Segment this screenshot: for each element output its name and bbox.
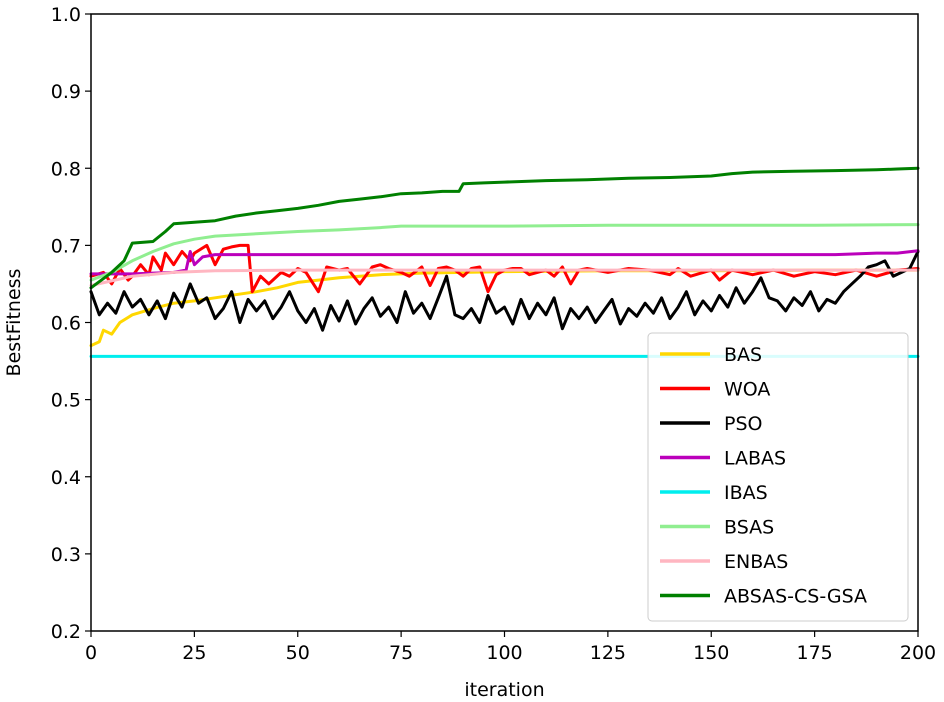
x-tick-label: 100 [486,642,522,664]
y-tick-label: 0.4 [51,467,81,489]
y-tick-label: 0.6 [51,313,81,335]
legend-label: WOA [724,379,770,401]
series-line-absas-cs-gsa [89,166,920,290]
x-tick-label: 75 [389,642,413,664]
legend-box [647,332,909,622]
y-axis-ticks: 0.2 0.3 0.4 0.5 0.6 0.7 0.8 0.9 1.0 [51,4,91,643]
legend-label: BAS [724,344,762,366]
legend-label: BSAS [724,517,774,539]
x-axis-ticks: 0 25 50 75 100 125 150 175 200 [85,631,936,664]
series-line-woa [89,243,920,294]
legend-label: ENBAS [724,551,788,573]
legend: BAS WOA PSO LABAS IBAS BSAS ENBAS ABSAS-CS-GSA [647,332,909,622]
legend-label: ABSAS-CS-GSA [724,586,867,608]
x-tick-label: 0 [85,642,97,664]
legend-label: PSO [724,413,762,435]
x-tick-label: 50 [286,642,310,664]
y-axis-label: BestFitness [3,269,25,377]
y-tick-label: 1.0 [51,4,81,26]
y-tick-label: 0.2 [51,621,81,643]
legend-label: LABAS [724,448,786,470]
y-tick-label: 0.7 [51,235,81,257]
series-line-enbas [89,268,920,287]
legend-label: IBAS [724,482,768,504]
x-tick-label: 200 [900,642,936,664]
plot-lines [89,166,920,358]
y-tick-label: 0.3 [51,544,81,566]
y-tick-label: 0.8 [51,158,81,180]
x-axis-label: iteration [464,679,544,701]
series-line-labas [89,249,920,276]
series-line-bsas [89,223,920,282]
x-tick-label: 150 [693,642,729,664]
x-tick-label: 175 [796,642,832,664]
x-tick-label: 25 [182,642,206,664]
x-tick-label: 125 [590,642,626,664]
series-line-pso [89,250,920,332]
y-tick-label: 0.9 [51,81,81,103]
y-tick-label: 0.5 [51,390,81,412]
series-line-bas [89,268,920,348]
